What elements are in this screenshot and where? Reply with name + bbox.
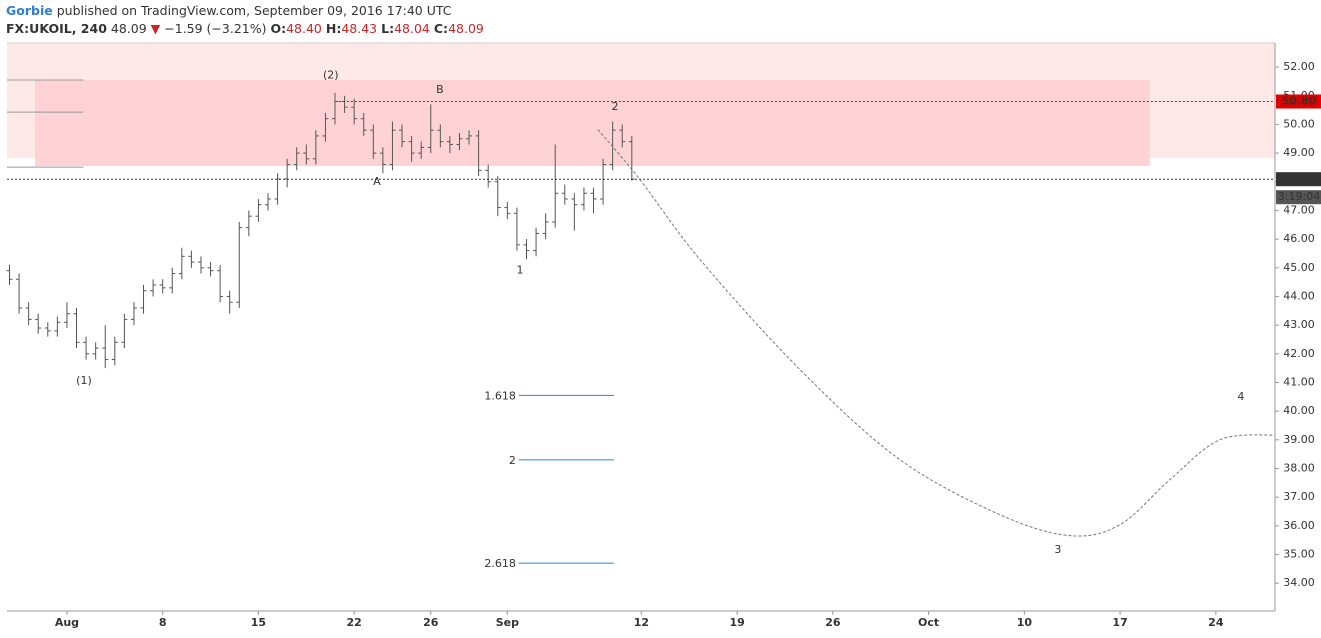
change: −1.59 (−3.21%) — [164, 21, 266, 36]
fib-label: 1.618 — [484, 389, 516, 402]
h: 48.43 — [341, 21, 377, 36]
y-tick-label: 41.00 — [1283, 375, 1315, 388]
wave-label: (2) — [323, 69, 339, 82]
header-line: Gorbie published on TradingView.com, Sep… — [6, 3, 452, 18]
x-tick-label: 17 — [1112, 616, 1127, 629]
x-tick-label: 19 — [729, 616, 744, 629]
y-tick-label: 37.00 — [1283, 490, 1315, 503]
y-tick-label: 49.00 — [1283, 146, 1315, 159]
o: 48.40 — [286, 21, 322, 36]
y-tick-label: 52.00 — [1283, 60, 1315, 73]
x-tick-label: 8 — [159, 616, 167, 629]
x-tick-label: 22 — [347, 616, 362, 629]
symbol: FX:UKOIL, 240 — [6, 21, 107, 36]
y-tick-label: 40.00 — [1283, 404, 1315, 417]
x-tick-label: 26 — [825, 616, 841, 629]
arrow: ▼ — [151, 21, 161, 36]
c: 48.09 — [448, 21, 484, 36]
y-tick-label: 39.00 — [1283, 433, 1315, 446]
zone — [34, 79, 1150, 167]
price-badge — [1276, 172, 1321, 187]
y-tick-label: 35.00 — [1283, 548, 1315, 561]
wave-label: 1 — [516, 264, 523, 277]
author[interactable]: Gorbie — [6, 3, 53, 18]
projection — [597, 129, 1275, 537]
wave-label: 2 — [611, 100, 618, 113]
x-tick-label: 24 — [1208, 616, 1224, 629]
y-tick-label: 36.00 — [1283, 519, 1315, 532]
symbol-line: FX:UKOIL, 240 48.09 ▼ −1.59 (−3.21%) O:4… — [6, 21, 484, 36]
wave-label: B — [436, 83, 444, 96]
l-label: L: — [381, 21, 394, 36]
x-tick-label: Aug — [55, 616, 79, 629]
y-tick-label: 50.00 — [1283, 117, 1315, 130]
y-tick-label: 45.00 — [1283, 261, 1315, 274]
y-tick-label: 38.00 — [1283, 461, 1315, 474]
x-tick-label: 12 — [634, 616, 649, 629]
h-label: H: — [326, 21, 341, 36]
wave-label: 3 — [1054, 543, 1061, 556]
x-tick-label: 26 — [423, 616, 439, 629]
o-label: O: — [270, 21, 286, 36]
fib-label: 2.618 — [484, 557, 516, 570]
x-tick-label: 10 — [1017, 616, 1033, 629]
y-tick-label: 47.00 — [1283, 203, 1315, 216]
y-tick-label: 44.00 — [1283, 289, 1315, 302]
l: 48.04 — [394, 21, 430, 36]
x-tick-label: 15 — [251, 616, 266, 629]
y-tick-label: 43.00 — [1283, 318, 1315, 331]
price-badge-label: 50.80 — [1282, 94, 1317, 107]
y-tick-label: 34.00 — [1283, 576, 1315, 589]
x-tick-label: Oct — [918, 616, 939, 629]
timer-label: 3:19:04 — [1278, 190, 1320, 203]
wave-label: (1) — [76, 374, 92, 387]
wave-label: 4 — [1237, 390, 1244, 403]
timer-badge — [1276, 190, 1321, 205]
last: 48.09 — [111, 21, 147, 36]
price-badge — [1276, 94, 1321, 109]
x-tick-label: Sep — [496, 616, 519, 629]
published: published on TradingView.com, September … — [57, 3, 452, 18]
plot: 1.618 2 2.618 (2) (1) A B 1 2 3 4 — [6, 43, 1275, 570]
price-badge-label: 48.09 — [1282, 172, 1317, 185]
y-tick-label: 42.00 — [1283, 347, 1315, 360]
y-tick-label: 46.00 — [1283, 232, 1315, 245]
wave-label: A — [373, 175, 381, 188]
fib-label: 2 — [509, 454, 516, 467]
c-label: C: — [434, 21, 448, 36]
